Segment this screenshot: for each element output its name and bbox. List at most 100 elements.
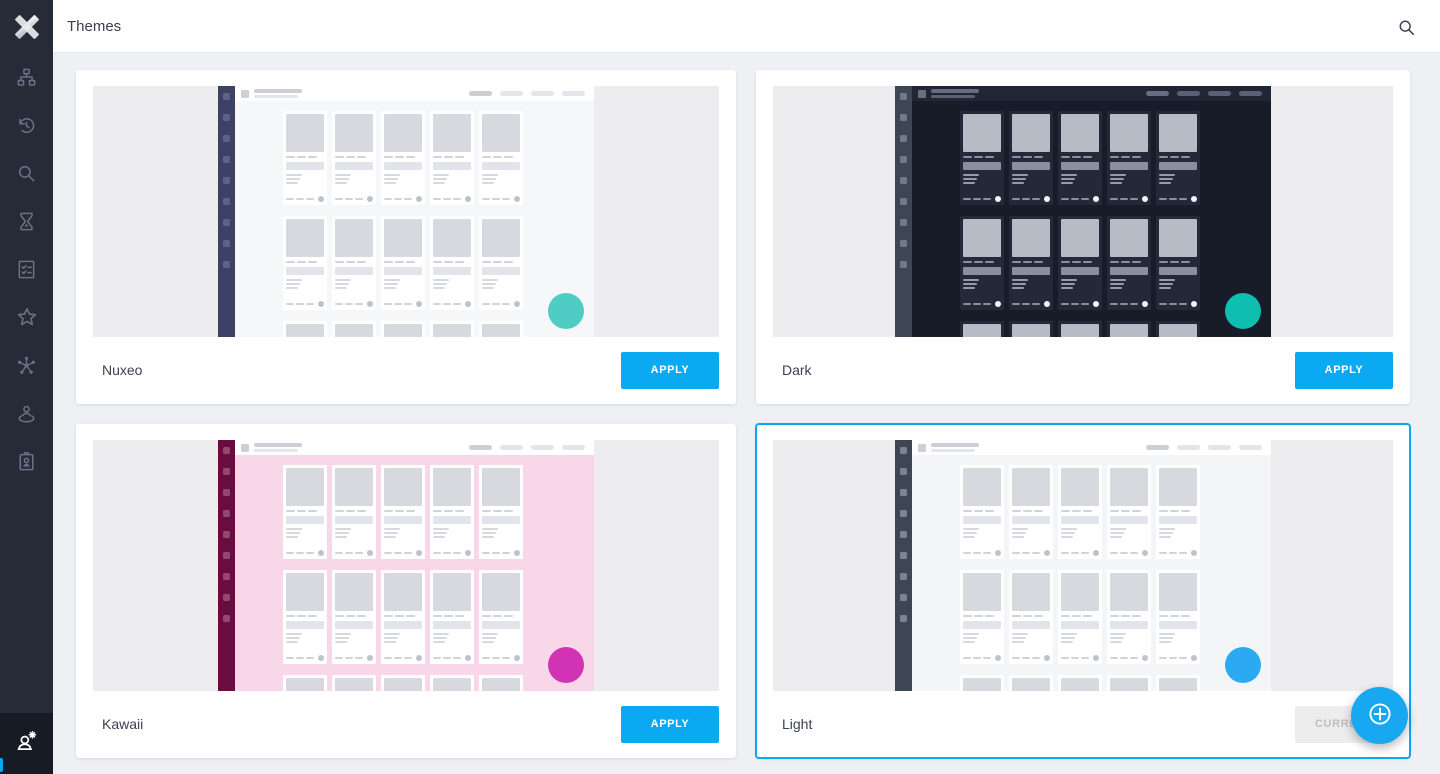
sidebar-item-pending[interactable]	[0, 197, 53, 245]
mini-tag	[1121, 156, 1130, 158]
mini-document-card	[430, 465, 474, 559]
mockup-logo	[241, 89, 249, 98]
sidebar-item-favorites[interactable]	[0, 293, 53, 341]
mini-tag	[985, 261, 994, 263]
mini-text-line	[335, 174, 351, 176]
mini-text-lines	[1061, 174, 1099, 184]
mockup-topbar	[912, 440, 1271, 455]
mini-tag	[433, 156, 442, 158]
mockup-sidebar-square	[223, 198, 230, 205]
mockup-sidebar-square	[900, 219, 907, 226]
mini-tag	[395, 156, 404, 158]
apply-button[interactable]: APPLY	[621, 705, 719, 743]
mini-text-line	[1159, 633, 1175, 635]
theme-name: Light	[782, 716, 813, 732]
mini-footer-dash	[384, 552, 392, 554]
mini-thumbnail	[963, 324, 1001, 337]
mini-document-card	[479, 111, 523, 205]
mini-title-bar	[286, 267, 324, 275]
mockup-sidebar-square	[223, 93, 230, 100]
mini-text-line	[482, 287, 494, 289]
mini-document-card	[960, 321, 1004, 337]
mini-tag	[1110, 156, 1119, 158]
search-icon[interactable]	[1395, 16, 1417, 38]
sidebar-item-personal-space[interactable]	[0, 389, 53, 437]
mini-text-line	[482, 536, 494, 538]
mini-thumbnail	[286, 573, 324, 611]
mini-title-bar	[1110, 621, 1148, 629]
mini-footer-dash	[306, 552, 314, 554]
mini-text-line	[963, 633, 979, 635]
mini-avatar-dot	[995, 196, 1001, 202]
mini-footer-dash	[443, 552, 451, 554]
mini-text-line	[286, 178, 300, 180]
mini-text-line	[482, 174, 498, 176]
apply-button[interactable]: APPLY	[621, 351, 719, 389]
mini-tag-row	[384, 156, 422, 158]
sidebar-item-user-settings[interactable]	[0, 713, 53, 774]
mini-avatar-dot	[1191, 301, 1197, 307]
mini-text-lines	[286, 174, 324, 184]
mini-footer-dash	[1130, 552, 1138, 554]
mini-document-card	[381, 675, 425, 691]
mini-tag	[444, 156, 453, 158]
mini-text-line	[433, 287, 445, 289]
mini-footer-dash	[433, 657, 441, 659]
mini-avatar-dot	[1093, 196, 1099, 202]
mini-title-bar	[335, 162, 373, 170]
mini-footer-dash	[1179, 303, 1187, 305]
mini-footer-row	[286, 196, 324, 202]
theme-card-nuxeo[interactable]: Nuxeo APPLY	[76, 70, 736, 404]
mini-footer-dash	[355, 657, 363, 659]
mini-text-lines	[286, 633, 324, 643]
theme-card-light[interactable]: Light CURRENT	[755, 423, 1411, 759]
mockup-sidebar-square	[900, 114, 907, 121]
mini-tag-row	[1061, 615, 1099, 617]
mockup-content	[235, 101, 594, 337]
mini-text-lines	[286, 528, 324, 538]
mini-text-line	[1159, 174, 1175, 176]
mini-title-bar	[335, 516, 373, 524]
mockup-app	[235, 440, 594, 691]
mini-text-lines	[1110, 633, 1148, 643]
mockup-logo	[241, 443, 249, 452]
mockup-card-row	[283, 111, 594, 205]
nuxeo-x-logo[interactable]	[0, 0, 53, 53]
theme-card-dark[interactable]: Dark APPLY	[756, 70, 1410, 404]
mini-footer-dash	[296, 552, 304, 554]
mini-footer-dash	[1120, 303, 1128, 305]
mockup-fab	[1225, 293, 1261, 329]
sidebar-item-browser[interactable]	[0, 53, 53, 101]
mini-footer-row	[384, 301, 422, 307]
sidebar-item-administration[interactable]	[0, 437, 53, 485]
mini-tag	[395, 261, 404, 263]
mini-text-lines	[433, 633, 471, 643]
mini-text-line	[963, 532, 977, 534]
mockup-sidebar-square	[223, 552, 230, 559]
mini-document-card	[332, 216, 376, 310]
mini-footer-dash	[335, 303, 343, 305]
apply-button[interactable]: APPLY	[1295, 351, 1393, 389]
sidebar-item-recents[interactable]	[0, 101, 53, 149]
add-button[interactable]	[1351, 687, 1408, 744]
mini-title-bar	[286, 516, 324, 524]
mockup-card-row	[283, 321, 594, 337]
theme-card-kawaii[interactable]: Kawaii APPLY	[76, 424, 736, 758]
sidebar-item-collections[interactable]	[0, 341, 53, 389]
themes-page: Nuxeo APPLY	[53, 54, 1440, 759]
mini-text-line	[1110, 532, 1124, 534]
mini-text-lines	[384, 633, 422, 643]
mockup-sidebar-square	[900, 177, 907, 184]
mini-thumbnail	[384, 678, 422, 691]
mini-title-bar	[1110, 162, 1148, 170]
mini-tag	[963, 156, 972, 158]
mini-tag-row	[1061, 261, 1099, 263]
mini-avatar-dot	[318, 550, 324, 556]
sidebar-item-tasks[interactable]	[0, 245, 53, 293]
mini-title-bar	[1159, 267, 1197, 275]
mini-footer-dash	[296, 303, 304, 305]
sidebar-item-search[interactable]	[0, 149, 53, 197]
mini-tag-row	[1012, 615, 1050, 617]
mini-avatar-dot	[465, 196, 471, 202]
mini-title-bar	[335, 267, 373, 275]
